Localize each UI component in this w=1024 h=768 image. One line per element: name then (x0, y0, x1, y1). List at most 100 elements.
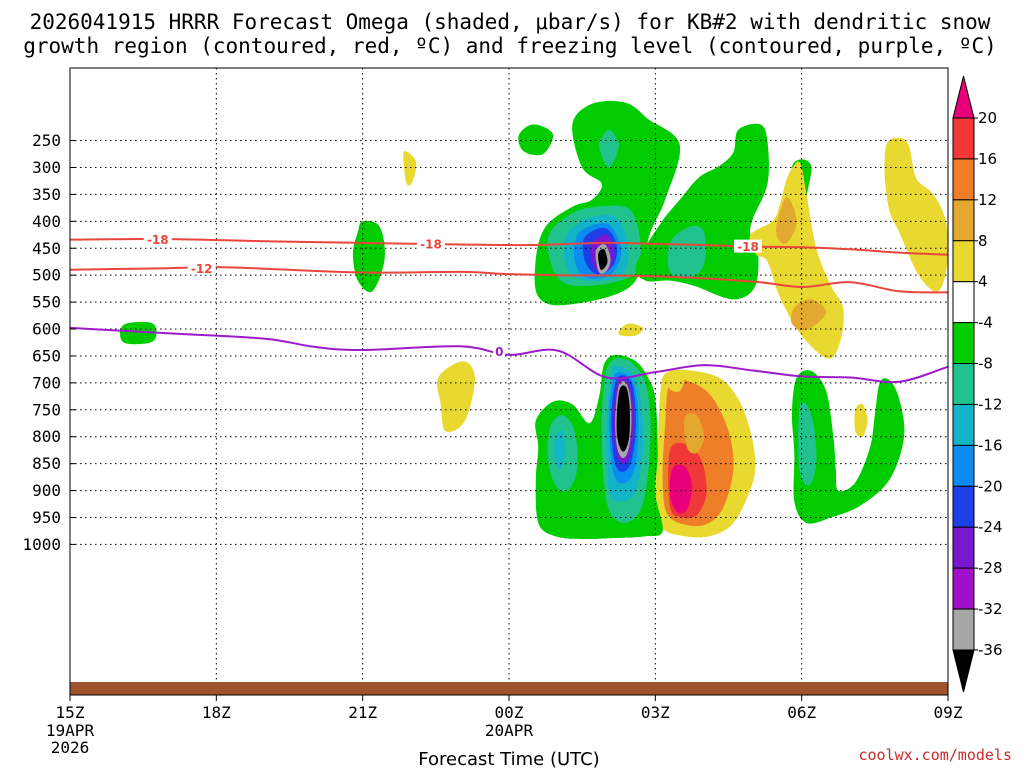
y-tick-label: 650 (32, 346, 61, 365)
contour-label-bg (734, 239, 763, 253)
contour-label-bg (143, 232, 172, 246)
pressure-axis: 250 300 350 400 450 500 550 600 650 700 750 800 850 9… (22, 131, 76, 554)
y-tick-label: 550 (32, 293, 61, 312)
colorbar-label: -16 (978, 436, 1003, 454)
omega-shaded-region (684, 413, 705, 454)
y-tick-label: 400 (32, 212, 61, 231)
colorbar-label: -4 (978, 314, 993, 332)
omega-shaded-region (790, 299, 827, 331)
colorbar-label: -8 (978, 355, 993, 373)
colorbar-label: 12 (978, 191, 997, 209)
colorbar-label: 8 (978, 232, 988, 250)
omega-shaded-region (618, 323, 644, 337)
x-tick-year: 2026 (51, 738, 90, 757)
contour-label-bg (416, 236, 445, 250)
colorbar-label: -28 (978, 559, 1003, 577)
y-tick-label: 750 (32, 400, 61, 419)
contour-label-bg (187, 261, 216, 275)
chart-title-line1: 2026041915 HRRR Forecast Omega (shaded, … (30, 10, 991, 34)
omega-shaded-region (776, 197, 797, 244)
colorbar-swatch (952, 403, 975, 446)
isotherm-lines (70, 238, 948, 384)
colorbar-swatch (952, 444, 975, 487)
chart-title-line2: growth region (contoured, red, ºC) and f… (23, 34, 997, 58)
omega-shaded-region (403, 151, 417, 186)
y-tick-label: 700 (32, 373, 61, 392)
contour-line (70, 238, 948, 256)
y-tick-label: 600 (32, 320, 61, 339)
colorbar-swatch (952, 240, 975, 283)
x-tick-label: 00Z (495, 703, 524, 722)
colorbar-bottom-arrow (952, 649, 975, 693)
x-tick-date: 20APR (485, 721, 534, 740)
omega-shaded-region (616, 385, 630, 452)
contour-label: -18 (147, 233, 169, 247)
colorbar-swatch (952, 363, 975, 405)
omega-shaded-region (436, 361, 475, 433)
omega-shaded-region (598, 248, 608, 270)
omega-shaded-region (854, 403, 868, 438)
x-tick-label: 15Z (56, 703, 85, 722)
y-tick-label: 450 (32, 239, 61, 258)
colorbar-swatch (952, 322, 975, 365)
omega-shaded-region (798, 401, 817, 486)
x-tick-label: 09Z (934, 703, 963, 722)
omega-shaded-region (120, 321, 157, 345)
y-tick-label: 250 (32, 131, 61, 150)
omega-shaded-region (554, 430, 566, 470)
omega-shaded-region (669, 464, 692, 514)
colorbar-label: -20 (978, 477, 1003, 495)
contour-label: -18 (420, 237, 442, 251)
contour-labels: -18 -18 -18 -12 0 (143, 232, 763, 359)
colorbar-label: 20 (978, 109, 997, 127)
contour-label: -12 (191, 262, 213, 276)
omega-shaded-region (791, 370, 905, 524)
omega-shaded-region (352, 220, 385, 293)
credit-link[interactable]: coolwx.com/models (858, 746, 1012, 764)
colorbar-label: -12 (978, 395, 1003, 413)
contour-label-bg (493, 344, 506, 358)
x-tick-date: 19APR (46, 721, 95, 740)
x-tick-label: 21Z (348, 703, 377, 722)
contour-label: 0 (495, 345, 503, 359)
contour-line (70, 266, 948, 294)
contour-label: -18 (737, 240, 759, 254)
y-tick-label: 350 (32, 185, 61, 204)
colorbar-swatch (952, 485, 975, 528)
y-tick-label: 300 (32, 158, 61, 177)
colorbar-swatch (952, 608, 975, 651)
omega-shading-layer (120, 101, 948, 540)
omega-shaded-region (518, 124, 554, 156)
colorbar-swatch (952, 117, 975, 160)
colorbar-swatch (952, 567, 975, 610)
x-tick-label: 06Z (787, 703, 816, 722)
gridlines (69, 68, 949, 695)
y-tick-label: 850 (32, 454, 61, 473)
omega-shaded-region (667, 225, 706, 279)
omega-colorbar: 20 16 12 8 4 -4 -8 -12 -16 -20 -24 -28 -32 -36 (952, 75, 1003, 693)
colorbar-swatch (952, 199, 975, 242)
y-tick-label: 800 (32, 427, 61, 446)
colorbar-swatch (952, 158, 975, 201)
x-axis-label: Forecast Time (UTC) (418, 749, 599, 768)
y-tick-label: 500 (32, 266, 61, 285)
ground-surface (70, 682, 948, 695)
x-tick-label: 18Z (202, 703, 231, 722)
colorbar-label: -32 (978, 600, 1003, 618)
colorbar-top-arrow (952, 75, 975, 119)
colorbar-swatch (952, 281, 975, 324)
colorbar-label: 16 (978, 150, 997, 168)
y-tick-label: 950 (32, 508, 61, 527)
colorbar-label: -36 (978, 641, 1003, 659)
colorbar-label: 4 (978, 273, 988, 291)
contour-line (70, 326, 948, 384)
y-tick-label: 900 (32, 481, 61, 500)
x-tick-label: 03Z (641, 703, 670, 722)
y-tick-label: 1000 (22, 535, 61, 554)
colorbar-label: -24 (978, 518, 1003, 536)
colorbar-swatch (952, 526, 975, 569)
omega-shaded-region (884, 137, 948, 292)
omega-shaded-region (599, 129, 619, 168)
